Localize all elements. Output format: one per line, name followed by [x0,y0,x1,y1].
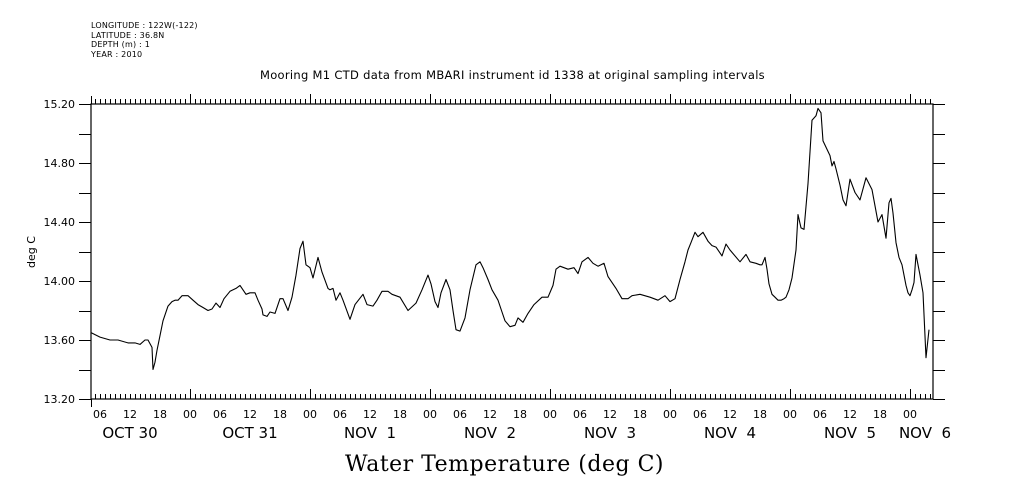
bottom-title: Water Temperature (deg C) [345,452,664,477]
x-tick-label: 18 [393,408,407,421]
x-day-label: NOV 6 [899,424,951,442]
x-tick-label: 06 [573,408,587,421]
x-tick-label: 18 [153,408,167,421]
axes: 13.20 13.60 14.00 14.40 14.80 15.20 06 12 18 00 06… [44,94,951,442]
x-tick-label: 18 [753,408,767,421]
x-day-label: OCT 31 [222,424,277,442]
longitude-label: LONGITUDE : 122W(-122) [91,21,198,30]
x-tick-label: 00 [543,408,557,421]
x-tick-label: 18 [873,408,887,421]
x-tick-label: 06 [693,408,707,421]
latitude-label: LATITUDE : 36.8N [91,30,165,40]
x-tick-label: 12 [603,408,617,421]
x-tick-label: 12 [843,408,857,421]
x-tick-label: 18 [513,408,527,421]
series-group [90,107,930,371]
x-tick-label: 12 [483,408,497,421]
x-tick-label: 18 [633,408,647,421]
y-tick-label: 13.60 [44,334,76,347]
x-day-label: NOV 5 [824,424,876,442]
y-tick-label: 14.80 [44,157,76,170]
x-tick-label: 06 [93,408,107,421]
metadata-block: LONGITUDE : 122W(-122) LATITUDE : 36.8N … [91,21,198,59]
x-tick-label: 00 [303,408,317,421]
x-tick-label: 00 [783,408,797,421]
year-label: YEAR : 2010 [91,49,143,59]
x-tick-label: 06 [333,408,347,421]
x-day-label: NOV 1 [344,424,396,442]
x-day-label: NOV 4 [704,424,756,442]
y-tick-label: 13.20 [44,393,76,406]
y-tick-label: 14.40 [44,216,76,229]
y-tick-label: 15.20 [44,98,76,111]
x-tick-label: 12 [723,408,737,421]
series-line-water-temperature [90,107,930,371]
x-day-label: NOV 2 [464,424,516,442]
x-tick-label: 00 [183,408,197,421]
x-tick-label: 06 [813,408,827,421]
y-tick-label: 14.00 [44,275,76,288]
x-tick-label: 18 [273,408,287,421]
depth-label: DEPTH (m) : 1 [91,40,150,49]
x-tick-label: 12 [123,408,137,421]
x-tick-label: 00 [423,408,437,421]
x-tick-label: 00 [663,408,677,421]
chart-title: Mooring M1 CTD data from MBARI instrumen… [260,68,765,82]
plot-frame [90,103,934,400]
x-day-label: OCT 30 [102,424,157,442]
y-axis-label: deg C [25,236,38,268]
x-tick-label: 12 [363,408,377,421]
x-tick-label: 06 [213,408,227,421]
x-tick-label: 00 [903,408,917,421]
x-day-label: NOV 3 [584,424,636,442]
x-tick-label: 06 [453,408,467,421]
x-tick-label: 12 [243,408,257,421]
